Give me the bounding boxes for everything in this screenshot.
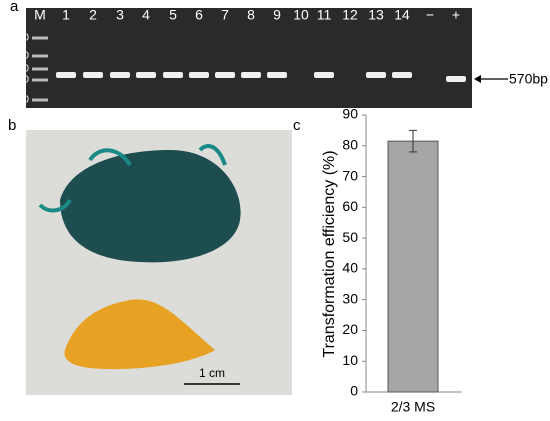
control-tissue — [64, 299, 215, 370]
dna-band — [366, 72, 386, 78]
lane-label: 3 — [116, 7, 124, 23]
panel-label: c — [293, 117, 301, 134]
lane-label: 13 — [368, 7, 384, 23]
gel-image — [26, 8, 472, 108]
lane-label: 14 — [394, 7, 410, 23]
stained-strands — [38, 144, 227, 213]
marker-label: 250 — [12, 95, 29, 106]
y-axis-label: Transformation efficiency (%) — [321, 150, 338, 357]
lane-label: 8 — [247, 7, 255, 23]
y-tick-label: 60 — [342, 198, 358, 214]
dna-band — [241, 72, 261, 78]
y-tick-label: 20 — [342, 321, 358, 337]
marker-band — [32, 78, 48, 82]
dna-band — [83, 72, 103, 78]
marker-label: 2000 — [7, 33, 30, 44]
y-tick-label: 10 — [342, 352, 358, 368]
marker-band — [32, 54, 48, 58]
y-tick-label: 80 — [342, 136, 358, 152]
dna-band — [110, 72, 130, 78]
y-tick-label: 30 — [342, 290, 358, 306]
dna-band — [163, 72, 183, 78]
lane-label: 11 — [317, 7, 332, 23]
lane-label: 4 — [142, 7, 150, 23]
dna-band — [136, 72, 156, 78]
marker-label: 1000 — [7, 51, 30, 62]
dna-band — [392, 72, 412, 78]
dna-band — [314, 72, 334, 78]
stained-tissue — [60, 150, 241, 263]
marker-label: 750 — [12, 64, 29, 75]
lane-label: 6 — [195, 7, 203, 23]
y-tick-label: 40 — [342, 260, 358, 276]
x-tick-label: 2/3 MS — [391, 399, 435, 415]
lane-label: 9 — [273, 7, 281, 23]
dna-band — [189, 72, 209, 78]
scale-label: 1 cm — [199, 366, 225, 380]
band-label: 570bp — [509, 71, 548, 87]
lane-label: − — [426, 7, 434, 23]
panel-label: b — [8, 117, 16, 134]
panel-label: a — [10, 0, 19, 15]
lane-label: 1 — [62, 7, 70, 23]
lane-label: M — [34, 7, 46, 23]
y-tick-label: 50 — [342, 229, 358, 245]
y-tick-label: 0 — [350, 383, 358, 399]
dna-band — [215, 72, 235, 78]
dna-band — [446, 76, 466, 82]
bar — [387, 140, 439, 393]
arrow-head — [474, 75, 481, 83]
lane-label: 12 — [342, 7, 358, 23]
y-tick-label: 70 — [342, 167, 358, 183]
dna-band — [56, 72, 76, 78]
lane-label: + — [452, 7, 460, 23]
lane-label: 10 — [293, 7, 309, 23]
lane-label: 7 — [221, 7, 229, 23]
lane-label: 5 — [169, 7, 177, 23]
marker-band — [32, 98, 48, 102]
marker-band — [32, 67, 48, 71]
dna-band — [267, 72, 287, 78]
gel-bands — [32, 36, 466, 102]
marker-band — [32, 36, 48, 40]
marker-label: 500 — [12, 75, 29, 86]
lane-label: 2 — [89, 7, 97, 23]
y-tick-label: 90 — [342, 106, 358, 122]
